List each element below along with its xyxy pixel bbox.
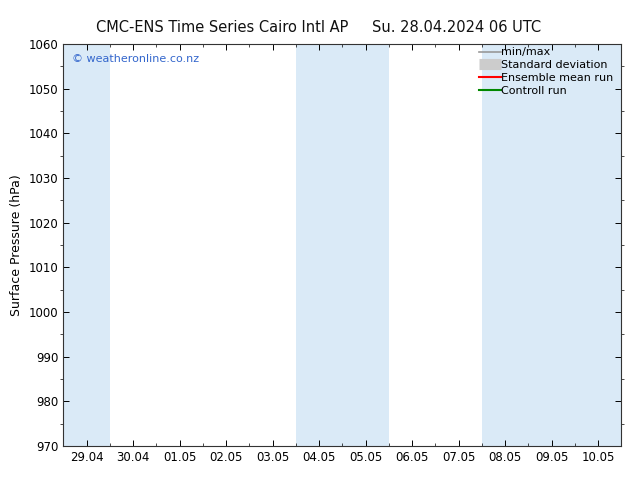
Bar — [296, 44, 389, 446]
Text: CMC-ENS Time Series Cairo Intl AP: CMC-ENS Time Series Cairo Intl AP — [96, 20, 348, 35]
Legend: min/max, Standard deviation, Ensemble mean run, Controll run: min/max, Standard deviation, Ensemble me… — [479, 48, 618, 96]
Y-axis label: Surface Pressure (hPa): Surface Pressure (hPa) — [10, 174, 23, 316]
Bar — [482, 44, 621, 446]
Bar — [63, 44, 110, 446]
Text: Su. 28.04.2024 06 UTC: Su. 28.04.2024 06 UTC — [372, 20, 541, 35]
Text: © weatheronline.co.nz: © weatheronline.co.nz — [72, 54, 199, 64]
